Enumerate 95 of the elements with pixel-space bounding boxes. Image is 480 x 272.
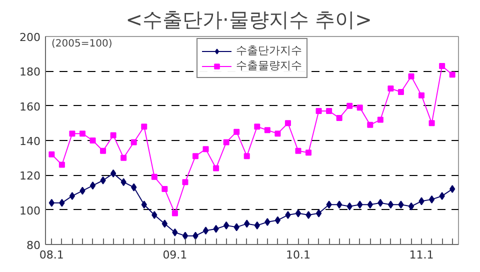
point	[388, 86, 394, 92]
point	[202, 146, 209, 152]
point	[449, 72, 456, 78]
point	[264, 127, 270, 134]
point	[398, 200, 404, 209]
legend-label: 수출단가지수	[236, 43, 302, 58]
point	[336, 114, 342, 121]
point	[79, 130, 86, 137]
point	[428, 195, 435, 204]
x-tick-label: 09.1	[162, 248, 188, 262]
point	[439, 62, 446, 69]
point	[162, 220, 168, 228]
point	[418, 92, 425, 98]
point	[284, 120, 291, 126]
point	[408, 73, 414, 80]
point	[295, 209, 302, 218]
point	[213, 165, 220, 172]
point	[234, 128, 240, 135]
point	[367, 200, 373, 209]
annotation: (2005=100)	[52, 38, 112, 50]
point	[316, 108, 322, 114]
point	[172, 210, 178, 216]
y-tick-label: 140	[20, 135, 41, 148]
point	[367, 122, 374, 128]
point	[439, 192, 445, 200]
point	[110, 169, 116, 178]
point	[223, 221, 230, 230]
point	[141, 200, 147, 209]
point	[326, 200, 332, 209]
point	[90, 138, 96, 144]
point	[110, 132, 116, 138]
point	[213, 224, 219, 233]
x-tick-label: 11.1	[409, 248, 434, 262]
point	[100, 148, 106, 154]
point	[234, 223, 240, 232]
point	[244, 153, 250, 160]
x-tick-label: 10.1	[286, 248, 310, 262]
point	[326, 108, 332, 114]
point	[120, 154, 127, 161]
point	[90, 182, 96, 190]
point	[418, 197, 424, 206]
point	[151, 174, 158, 180]
point	[254, 124, 260, 130]
point	[306, 150, 312, 156]
point	[120, 178, 126, 186]
point	[378, 198, 384, 207]
point	[172, 228, 178, 236]
point	[398, 88, 404, 95]
point	[450, 185, 456, 194]
chart-title: <수출단가·물량지수 추이>	[126, 8, 372, 32]
point	[192, 232, 198, 240]
y-tick-label: 200	[20, 31, 41, 44]
point	[58, 162, 65, 168]
y-tick-label: 100	[20, 204, 41, 218]
point	[408, 202, 414, 210]
point	[274, 216, 281, 224]
y-tick-label: 120	[20, 170, 41, 183]
point	[254, 221, 260, 230]
point	[285, 211, 291, 220]
point	[141, 124, 148, 130]
point	[223, 139, 230, 146]
point	[356, 104, 363, 111]
point	[192, 153, 198, 160]
point	[388, 200, 394, 209]
x-tick-label: 08.1	[39, 248, 64, 262]
point	[346, 102, 353, 109]
point	[336, 200, 342, 209]
point	[182, 232, 188, 240]
point	[377, 116, 384, 123]
point	[162, 186, 168, 192]
point	[59, 198, 65, 207]
point	[69, 130, 76, 137]
point	[48, 151, 55, 158]
point	[316, 209, 322, 218]
point	[202, 226, 209, 235]
legend-label: 수출물량지수	[236, 58, 302, 73]
y-tick-label: 160	[20, 100, 41, 114]
point	[69, 192, 76, 200]
point	[306, 211, 312, 220]
point	[244, 220, 250, 228]
point	[346, 202, 352, 210]
point	[428, 120, 435, 126]
point	[131, 183, 137, 192]
point	[130, 139, 137, 146]
point	[80, 186, 86, 195]
y-tick-label: 180	[20, 66, 41, 79]
point	[152, 211, 158, 220]
point	[100, 176, 106, 184]
point	[357, 200, 363, 209]
point	[264, 218, 270, 226]
point	[182, 179, 188, 186]
point	[48, 198, 54, 207]
point	[274, 130, 281, 137]
y-tick-label: 80	[26, 239, 41, 252]
point	[295, 148, 302, 154]
